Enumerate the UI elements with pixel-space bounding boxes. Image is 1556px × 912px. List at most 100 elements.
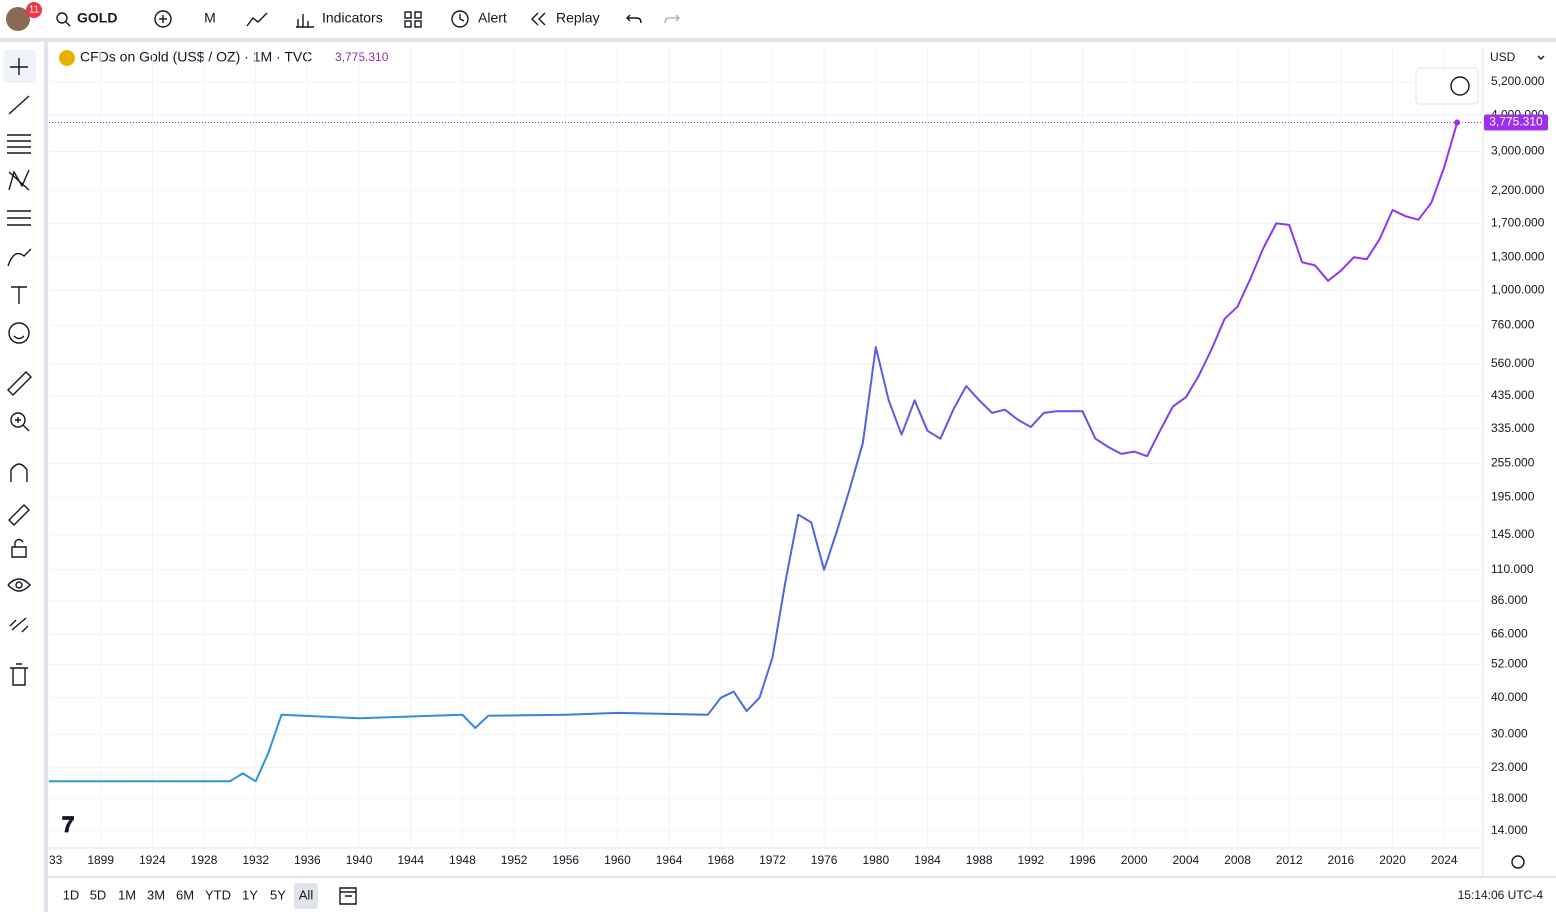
last-price-box: [1484, 114, 1548, 131]
symbol-search[interactable]: GOLD: [56, 10, 117, 27]
separator: [44, 42, 48, 912]
crosshair-tool[interactable]: [10, 58, 28, 75]
x-tick-label: 1988: [966, 853, 993, 867]
y-tick-label: 5,200.000: [1491, 74, 1545, 88]
x-tick-label: 2004: [1173, 853, 1200, 867]
x-tick-label: 1932: [242, 853, 269, 867]
logo: 𝟕: [62, 812, 75, 837]
y-tick-label: 2,200.000: [1491, 183, 1545, 197]
magnet-tool[interactable]: [10, 463, 28, 482]
fib-tool[interactable]: [7, 134, 31, 154]
separator: [0, 38, 1556, 42]
y-tick-label: 560.000: [1491, 356, 1535, 370]
indicators-button[interactable]: Indicators: [296, 10, 383, 28]
y-tick-label: 435.000: [1491, 388, 1535, 402]
y-tick-label: 23.000: [1491, 760, 1528, 774]
range-active: [294, 883, 318, 909]
y-tick-label: 18.000: [1491, 791, 1528, 805]
replay-button[interactable]: Replay: [531, 10, 600, 26]
icon-tool[interactable]: [8, 322, 30, 344]
axis-settings[interactable]: [1511, 855, 1525, 869]
lock-tool[interactable]: [11, 538, 27, 558]
avatar[interactable]: [6, 7, 30, 31]
currency-dropdown[interactable]: [1537, 55, 1545, 60]
redo[interactable]: [664, 14, 680, 24]
settings-icon[interactable]: [1450, 76, 1470, 96]
range-button[interactable]: All: [299, 887, 314, 902]
link-tool[interactable]: [9, 617, 29, 633]
zoom-tool[interactable]: [10, 412, 30, 432]
alert-button[interactable]: Alert: [451, 10, 507, 28]
x-tick-label: 1976: [811, 853, 838, 867]
range-button[interactable]: 1Y: [242, 887, 258, 902]
y-tick-label: 3,000.000: [1491, 144, 1545, 158]
visibility-tool[interactable]: [7, 578, 31, 592]
y-tick-label: 1,000.000: [1491, 283, 1545, 297]
prediction-tool[interactable]: [7, 210, 31, 226]
indicators[interactable]: Indicators: [322, 10, 383, 26]
x-tick-label: 1956: [552, 853, 579, 867]
range-button[interactable]: 6M: [176, 887, 194, 902]
chart-title: CFDs on Gold (US$ / OZ) · 1M · TVC: [80, 49, 312, 65]
grid: [49, 48, 1483, 848]
x-tick-label: 1936: [294, 853, 321, 867]
clock: 15:14:06 UTC-4: [1458, 888, 1544, 902]
y-tick-label: 40.000: [1491, 690, 1528, 704]
measure-tool[interactable]: [7, 371, 32, 396]
draw-mode[interactable]: [8, 504, 30, 526]
last-value-header: 3,775.310: [335, 50, 389, 64]
plot: [49, 119, 1483, 783]
x-tick-label: 1948: [449, 853, 476, 867]
x-tick-label: 1992: [1017, 853, 1044, 867]
x-tick-label: 1968: [707, 853, 734, 867]
brush-tool[interactable]: [7, 248, 32, 267]
range-button[interactable]: YTD: [205, 887, 231, 902]
range-button[interactable]: 1D: [63, 887, 80, 902]
interval[interactable]: M: [204, 10, 216, 26]
range-bar: 1D 5D 1M 3M 6M YTD 1Y 5Y All: [63, 883, 318, 909]
x-tick-label: 1964: [656, 853, 683, 867]
alert[interactable]: Alert: [478, 10, 507, 26]
pattern-tool[interactable]: [8, 169, 30, 191]
y-tick-label: 110.000: [1491, 562, 1534, 576]
badge: [26, 2, 42, 18]
undo[interactable]: [626, 14, 642, 24]
currency[interactable]: USD: [1490, 50, 1516, 64]
y-tick-label: 255.000: [1491, 456, 1535, 470]
x-tick-label: 1980: [862, 853, 889, 867]
y-tick-label: 145.000: [1491, 527, 1535, 541]
y-tick-label: 52.000: [1491, 657, 1528, 671]
x-tick-label: 1960: [604, 853, 631, 867]
add-symbol[interactable]: [154, 10, 172, 28]
range-button[interactable]: 5D: [90, 887, 107, 902]
symbol-logo: [59, 50, 75, 66]
delete-tool[interactable]: [10, 663, 28, 686]
y-tick-label: 14.000: [1491, 823, 1528, 837]
top-bar: [0, 0, 1556, 38]
chart-style[interactable]: [246, 12, 268, 27]
y-tick-label: 1,700.000: [1491, 216, 1545, 230]
layouts[interactable]: [404, 11, 422, 28]
x-tick-label: 1833: [36, 853, 63, 867]
range-button[interactable]: 1M: [118, 887, 136, 902]
price-line: [49, 122, 1459, 783]
replay[interactable]: Replay: [556, 10, 600, 26]
symbol[interactable]: GOLD: [77, 10, 117, 26]
range-button[interactable]: 3M: [147, 887, 165, 902]
x-tick-label: 1984: [914, 853, 941, 867]
range-button[interactable]: 5Y: [270, 887, 286, 902]
x-tick-label: 2024: [1431, 853, 1458, 867]
last-price-dot: [1454, 119, 1461, 126]
trend-line-tool[interactable]: [8, 95, 30, 115]
y-tick-label: 86.000: [1491, 593, 1528, 607]
x-tick-label: 2020: [1379, 853, 1406, 867]
date-range[interactable]: [339, 887, 357, 905]
y-tick-label: 30.000: [1491, 726, 1528, 740]
y-tick-label: 335.000: [1491, 421, 1535, 435]
x-tick-label: 1944: [397, 853, 424, 867]
x-tick-label: 1972: [759, 853, 786, 867]
x-tick-label: 1924: [139, 853, 166, 867]
text-tool[interactable]: [11, 286, 27, 304]
